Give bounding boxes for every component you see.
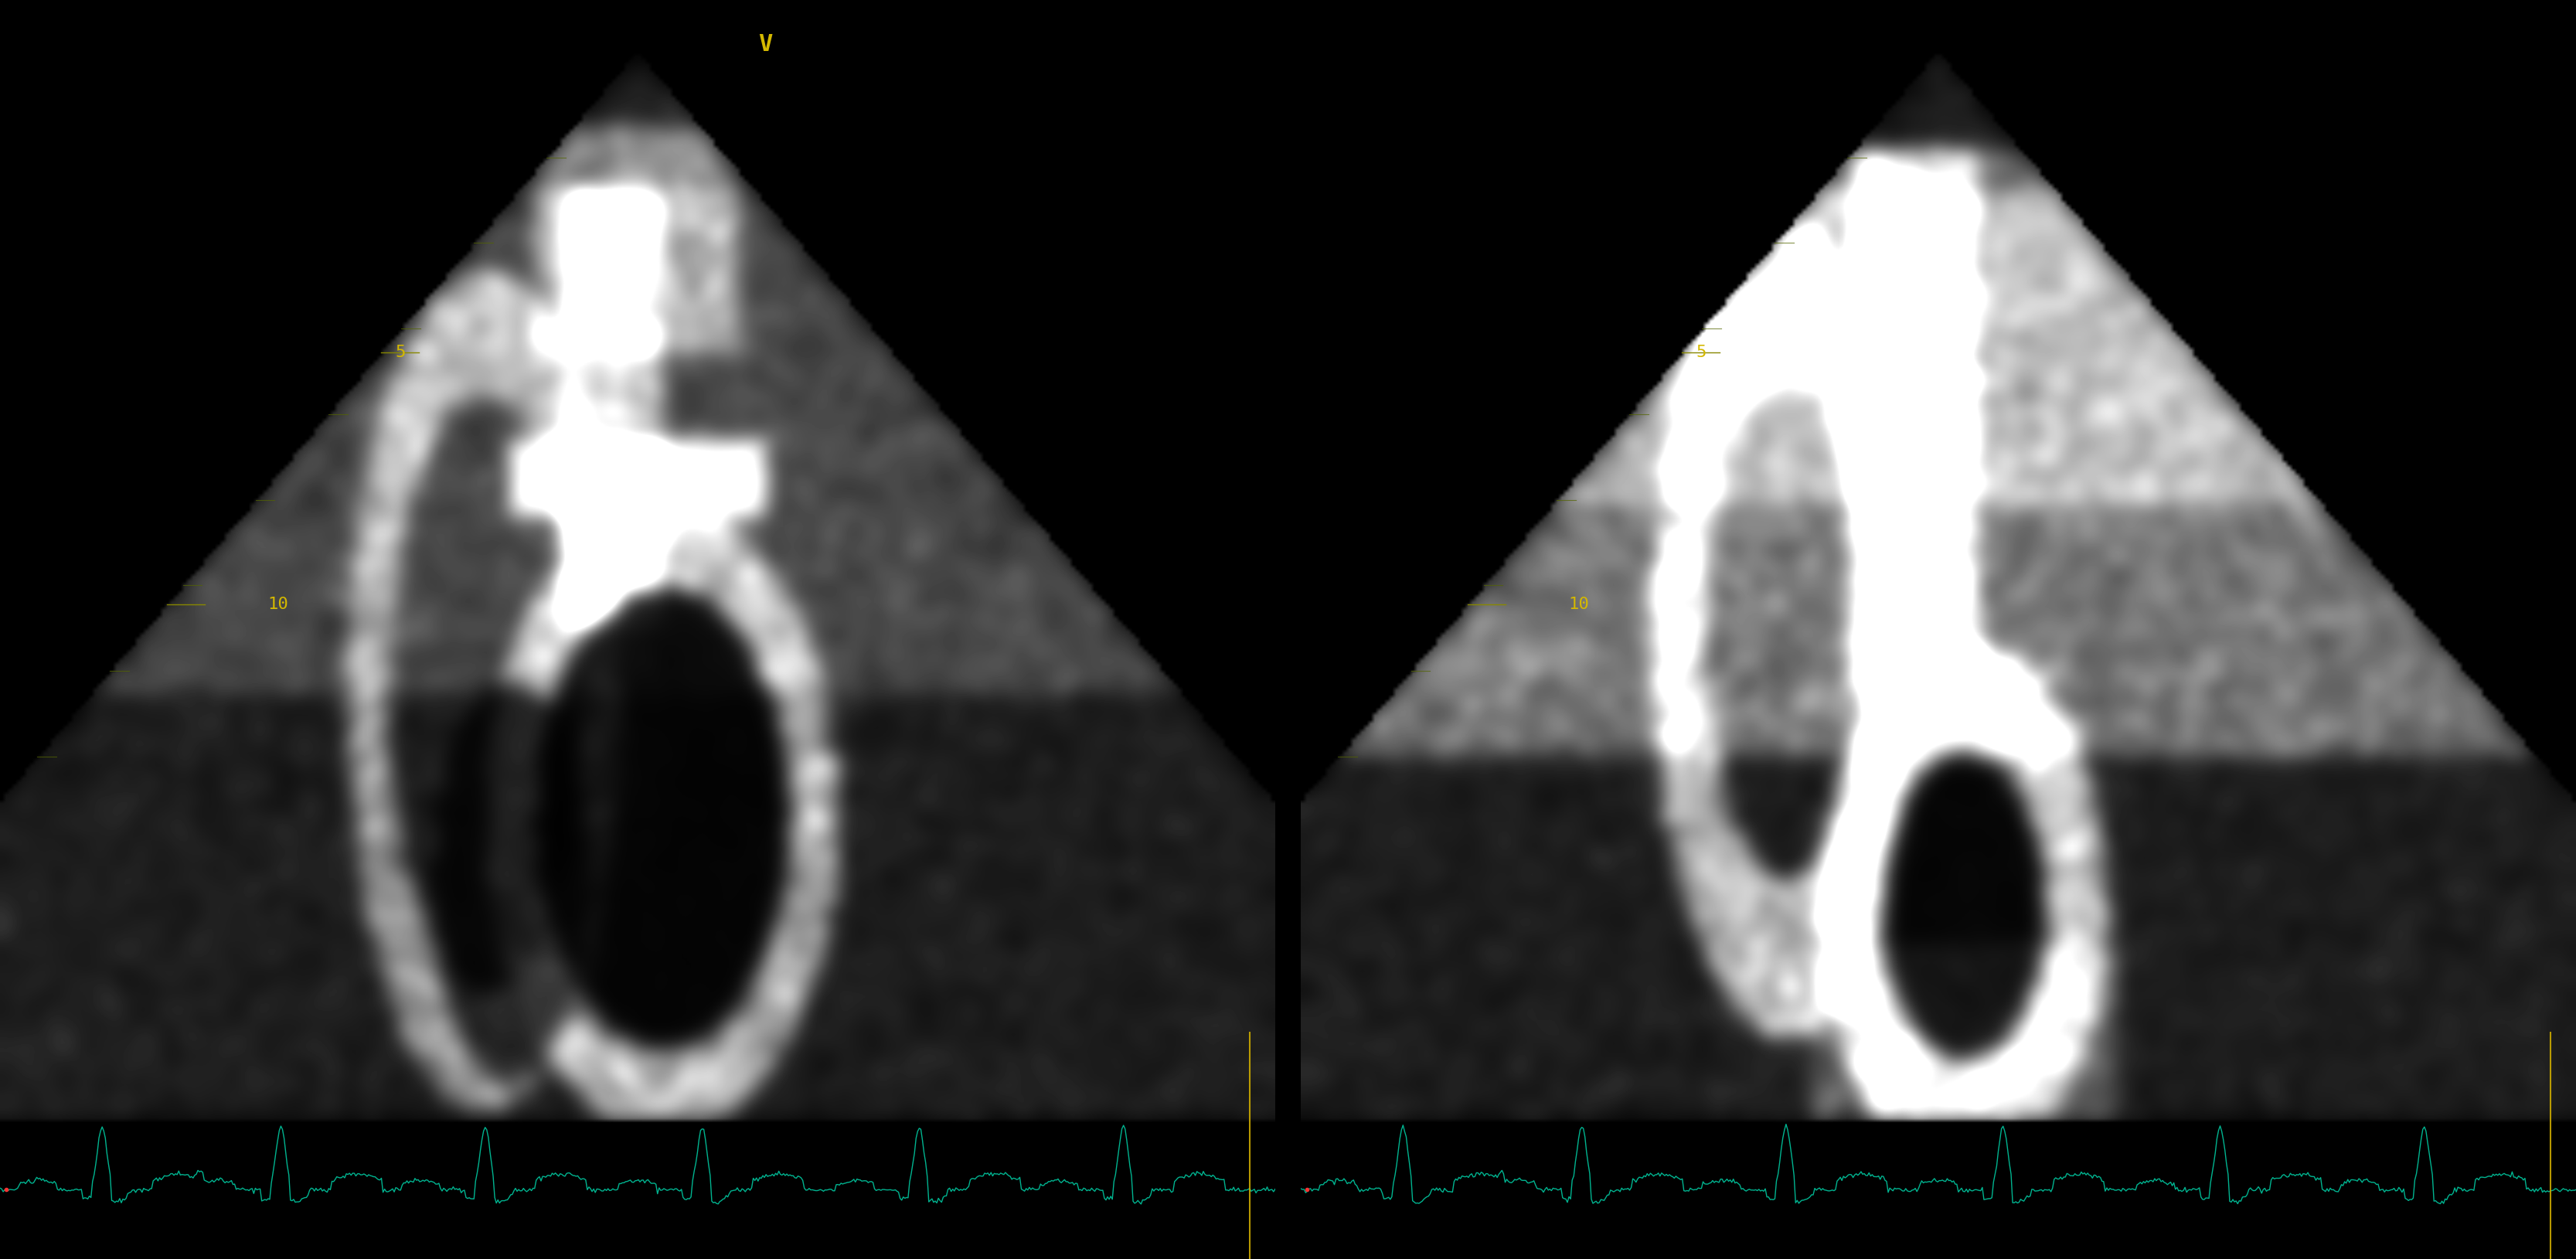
Text: 10: 10 [1569, 597, 1589, 612]
Text: 5: 5 [394, 345, 404, 360]
Text: 10: 10 [268, 597, 289, 612]
Text: 5: 5 [1695, 345, 1705, 360]
Text: V: V [757, 33, 773, 55]
